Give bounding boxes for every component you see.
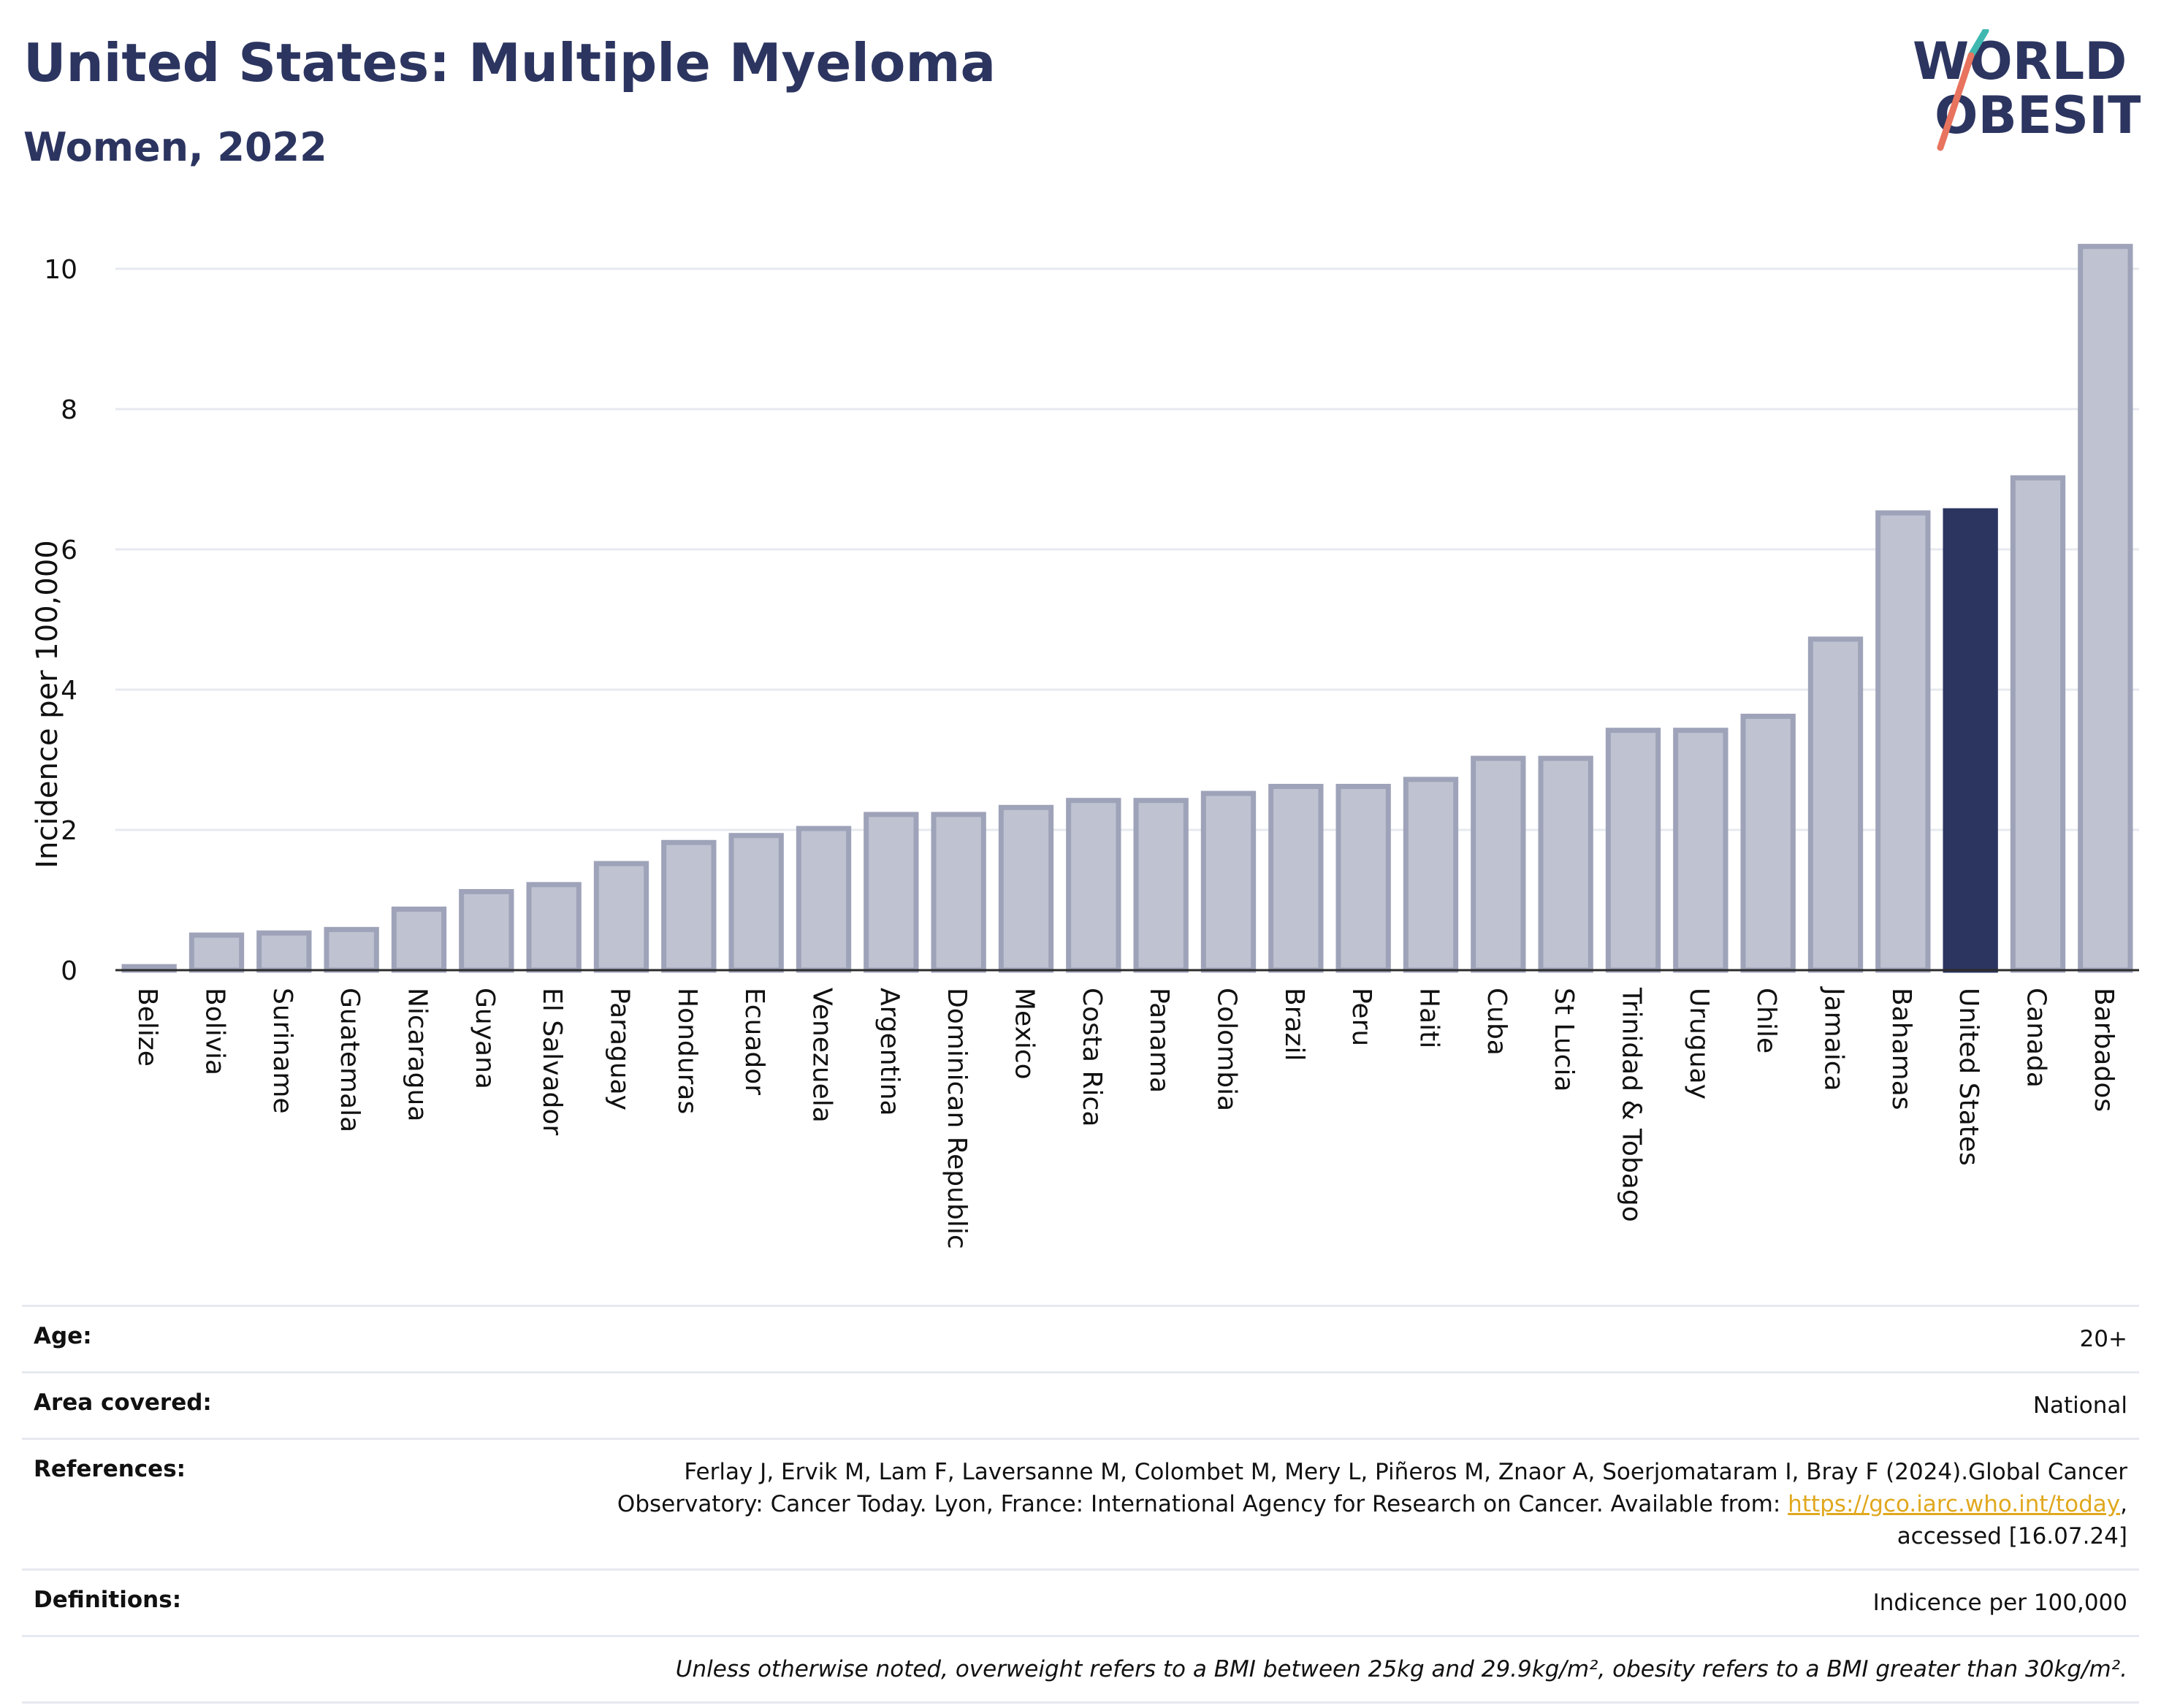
- x-category-label: Trinidad & Tobago: [1617, 987, 1647, 1222]
- area-label: Area covered:: [22, 1371, 557, 1439]
- x-category-label: Paraguay: [605, 988, 635, 1110]
- x-category-label: Brazil: [1279, 988, 1309, 1061]
- bmi-note: Unless otherwise noted, overweight refer…: [22, 1635, 2139, 1704]
- area-value: National: [557, 1371, 2139, 1439]
- bar: [2010, 475, 2066, 973]
- x-category-label: Uruguay: [1684, 988, 1714, 1099]
- y-axis-title: Incidence per 100,000: [31, 540, 64, 869]
- references-link[interactable]: https://gco.iarc.who.int/today: [1788, 1491, 2121, 1517]
- x-category-label: Haiti: [1414, 988, 1444, 1048]
- x-category-label: St Lucia: [1549, 988, 1579, 1092]
- x-category-label: Panama: [1144, 988, 1174, 1093]
- x-category-label: Colombia: [1212, 988, 1242, 1111]
- bar: [661, 839, 717, 973]
- definitions-label: Definitions:: [22, 1568, 557, 1636]
- info-row-definitions: Definitions: Indicence per 100,000: [22, 1568, 2139, 1636]
- x-category-label: Costa Rica: [1077, 988, 1107, 1126]
- page-title: United States: Multiple Myeloma: [23, 32, 996, 94]
- x-category-labels: Belize Bolivia Suriname Guatemala Nicaragua G…: [132, 986, 2119, 1249]
- x-category-label: Peru: [1346, 988, 1376, 1046]
- x-category-label: Argentina: [874, 988, 904, 1116]
- info-table: Age: 20+ Area covered: National Referenc…: [22, 1305, 2139, 1704]
- bar: [593, 861, 649, 973]
- y-tick-label: 2: [61, 816, 77, 846]
- bar: [1403, 777, 1459, 973]
- references-line2-post: ,: [2120, 1491, 2127, 1517]
- bar: [1471, 755, 1526, 973]
- bar: [526, 882, 582, 973]
- bar: [1538, 755, 1593, 973]
- world-obesity-logo: WORLD OBESITY: [1913, 29, 2141, 151]
- bar: [998, 804, 1054, 973]
- logo-line2: OBESITY: [1935, 85, 2141, 145]
- definitions-value: Indicence per 100,000: [557, 1568, 2139, 1636]
- x-category-label: Honduras: [672, 988, 702, 1114]
- y-tick-label: 8: [61, 395, 77, 425]
- y-tick-label: 4: [61, 676, 77, 706]
- age-value: 20+: [557, 1305, 2139, 1373]
- bar: [931, 812, 986, 973]
- x-category-label: Ecuador: [739, 988, 769, 1095]
- x-category-label: Mexico: [1010, 988, 1040, 1080]
- references-line1: Ferlay J, Ervik M, Lam F, Laversanne M, …: [684, 1459, 2127, 1485]
- bar: [1605, 728, 1661, 973]
- bar: [1807, 636, 1864, 973]
- info-row-area: Area covered: National: [22, 1371, 2139, 1439]
- bar: [1066, 798, 1121, 973]
- bar-chart: 0 2 4 6 8 10 Belize Bolivia Suriname Guatemala Ni…: [31, 243, 2139, 1249]
- x-category-label: Nicaragua: [403, 988, 432, 1121]
- bar: [1335, 783, 1391, 973]
- references-value: Ferlay J, Ervik M, Lam F, Laversanne M, …: [557, 1438, 2139, 1570]
- x-category-label: El Salvador: [537, 988, 567, 1135]
- x-category-label: Canada: [2021, 988, 2051, 1088]
- logo-slash-teal: [1967, 29, 1989, 59]
- info-row-references: References: Ferlay J, Ervik M, Lam F, La…: [22, 1438, 2139, 1570]
- info-row-note: Unless otherwise noted, overweight refer…: [22, 1635, 2139, 1704]
- bar: [188, 932, 245, 973]
- references-line3: accessed [16.07.24]: [1897, 1523, 2127, 1549]
- y-tick-label: 6: [61, 535, 77, 565]
- x-category-label: Suriname: [267, 988, 297, 1114]
- bar: [2078, 243, 2133, 973]
- bar: [391, 906, 447, 973]
- x-category-label: Dominican Republic: [942, 988, 972, 1249]
- x-category-label: Guatemala: [335, 988, 365, 1132]
- x-category-label: Belize: [132, 988, 162, 1067]
- bar: [324, 926, 379, 973]
- y-tick-label: 10: [44, 255, 77, 285]
- page-subtitle: Women, 2022: [23, 124, 327, 170]
- age-label: Age:: [22, 1305, 557, 1373]
- gridlines: [115, 267, 2139, 831]
- references-label: References:: [22, 1438, 557, 1570]
- info-row-age: Age: 20+: [22, 1305, 2139, 1373]
- x-category-label: Jamaica: [1819, 986, 1849, 1091]
- y-tick-label: 0: [61, 956, 77, 986]
- bar: [1200, 790, 1257, 973]
- bar: [796, 826, 852, 973]
- bar: [1133, 798, 1189, 973]
- bar: [1875, 510, 1931, 973]
- logo-line1: WORLD: [1913, 31, 2127, 91]
- x-category-label: Bahamas: [1886, 988, 1916, 1110]
- x-category-label: Bolivia: [200, 988, 230, 1075]
- references-line2-pre: Observatory: Cancer Today. Lyon, France:…: [617, 1491, 1788, 1517]
- bar-highlight: [1943, 508, 1998, 973]
- bar: [256, 930, 312, 973]
- bar: [459, 888, 514, 973]
- x-category-label: Guyana: [470, 988, 500, 1089]
- x-category-label: United States: [1954, 988, 1983, 1166]
- bar: [1268, 783, 1324, 973]
- logo-slash-coral: [1937, 52, 1975, 151]
- x-category-label: Barbados: [2089, 988, 2119, 1112]
- y-tick-labels: 0 2 4 6 8 10: [44, 255, 77, 986]
- bar: [864, 812, 919, 973]
- bars: [121, 243, 2133, 973]
- bar: [1673, 728, 1729, 973]
- x-category-label: Cuba: [1482, 988, 1512, 1056]
- x-category-label: Venezuela: [807, 988, 837, 1123]
- bar: [728, 833, 784, 973]
- x-category-label: Chile: [1751, 988, 1781, 1053]
- bar: [1740, 713, 1796, 973]
